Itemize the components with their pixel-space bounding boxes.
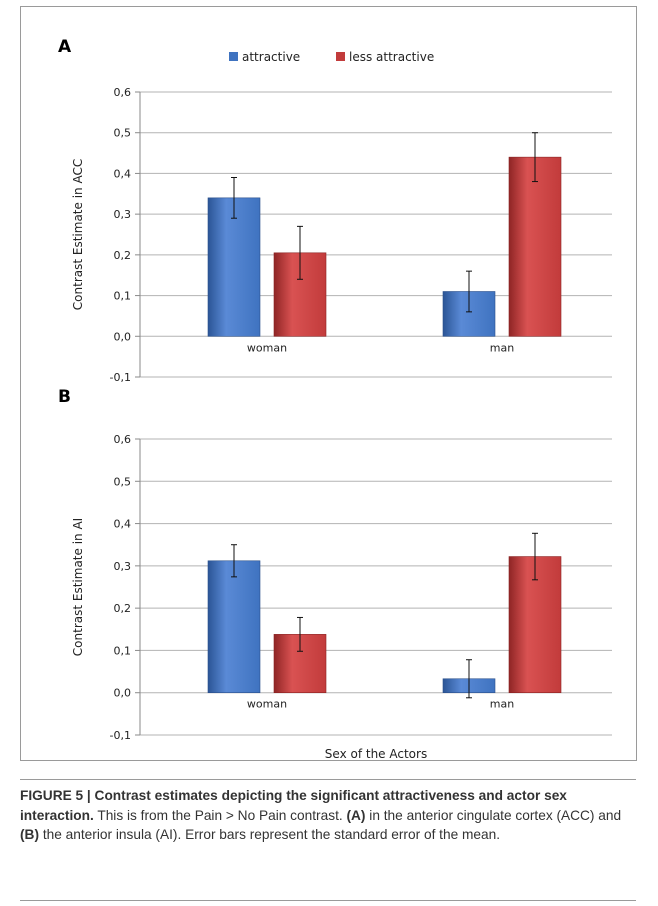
figure-charts: A -0,1 0,0 0,1 0,2 0,3 0,4 0,5 0,6 Contrast Estim… xyxy=(58,37,612,761)
y-tick-label: 0,3 xyxy=(114,560,132,573)
caption-label-a: (A) xyxy=(346,807,366,823)
x-category-label: man xyxy=(490,698,514,711)
legend-swatch xyxy=(336,52,345,61)
y-tick-label: 0,1 xyxy=(114,290,132,303)
x-category-label: woman xyxy=(247,698,287,711)
x-category-label: woman xyxy=(247,341,287,354)
panel-label: B xyxy=(58,387,71,407)
y-tick-label: 0,2 xyxy=(114,602,132,615)
y-tick-label: 0,3 xyxy=(114,208,132,221)
y-tick-label: 0,0 xyxy=(114,687,132,700)
y-tick-label: 0,1 xyxy=(114,644,132,657)
caption-text-1: This is from the Pain > No Pain contrast… xyxy=(93,807,347,823)
bar-less-attractive xyxy=(508,156,562,337)
bar-attractive xyxy=(207,560,261,694)
legend-label: less attractive xyxy=(349,50,434,64)
caption-text-2: in the anterior cingulate cortex (ACC) a… xyxy=(365,807,622,823)
figure-caption: FIGURE 5 | Contrast estimates depicting … xyxy=(20,779,636,845)
caption-bottom-rule xyxy=(20,900,636,901)
caption-label-b: (B) xyxy=(20,827,40,842)
panel-label: A xyxy=(58,37,72,57)
y-tick-label: 0,6 xyxy=(114,86,132,99)
y-tick-label: 0,0 xyxy=(114,330,132,343)
y-tick-label: 0,2 xyxy=(114,249,132,262)
y-tick-label: 0,4 xyxy=(114,518,132,531)
y-tick-label: -0,1 xyxy=(110,729,131,742)
caption-text-3: the anterior insula (AI). Error bars rep… xyxy=(39,827,501,842)
y-axis-label: Contrast Estimate in AI xyxy=(71,518,85,656)
y-tick-label: 0,6 xyxy=(114,433,132,446)
y-tick-label: 0,4 xyxy=(114,167,132,180)
x-axis-label: Sex of the Actors xyxy=(325,747,427,761)
legend-swatch xyxy=(229,52,238,61)
caption-heading: FIGURE 5 | Contrast estimates depicting … xyxy=(20,788,567,823)
legend-label: attractive xyxy=(242,50,300,64)
y-tick-label: -0,1 xyxy=(110,371,131,384)
x-category-label: man xyxy=(490,341,514,354)
y-axis-label: Contrast Estimate in ACC xyxy=(71,159,85,310)
y-tick-label: 0,5 xyxy=(114,127,132,140)
y-tick-label: 0,5 xyxy=(114,475,132,488)
bar-attractive xyxy=(207,197,261,337)
